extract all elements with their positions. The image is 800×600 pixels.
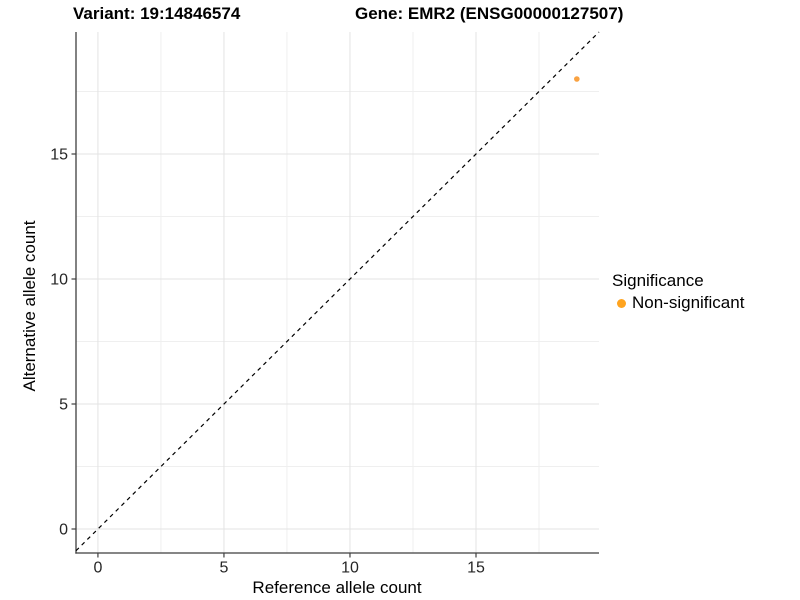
y-tick-label: 15 xyxy=(50,147,68,164)
y-axis-title: Alternative allele count xyxy=(20,220,39,392)
legend-item-label: Non-significant xyxy=(632,293,745,312)
x-tick-label: 15 xyxy=(467,560,485,577)
legend-title: Significance xyxy=(612,271,704,290)
x-tick-label: 0 xyxy=(93,560,102,577)
identity-line xyxy=(75,31,600,552)
x-tick-label: 10 xyxy=(341,560,359,577)
y-tick-label: 0 xyxy=(59,522,68,539)
legend-marker-circle-icon xyxy=(617,298,626,308)
legend-item: Non-significant xyxy=(612,293,744,313)
legend: Significance Non-significant xyxy=(612,271,744,313)
y-tick-label: 5 xyxy=(59,397,68,414)
data-point xyxy=(574,76,580,82)
x-tick-label: 5 xyxy=(219,560,228,577)
x-axis-title: Reference allele count xyxy=(252,578,422,597)
y-tick-label: 10 xyxy=(50,272,68,289)
plot-title-gene: Gene: EMR2 (ENSG00000127507) xyxy=(355,4,624,23)
plot-title-variant: Variant: 19:14846574 xyxy=(73,4,241,23)
